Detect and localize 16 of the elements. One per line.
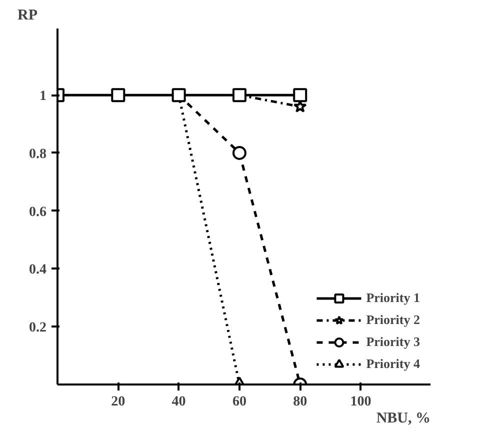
x-tick-label: 20 xyxy=(111,394,126,410)
legend-label: Priority 4 xyxy=(366,356,420,372)
y-axis-title: RP xyxy=(18,8,38,24)
x-axis-title: NBU, % xyxy=(376,410,430,426)
legend-label: Priority 1 xyxy=(366,290,420,306)
y-tick-label: 0.8 xyxy=(29,146,46,162)
x-tick-label: 60 xyxy=(232,394,246,410)
x-tick-label: 80 xyxy=(293,394,308,410)
legend-label: Priority 3 xyxy=(366,334,420,350)
x-tick-label: 100 xyxy=(350,394,372,410)
x-tick-label: 40 xyxy=(172,394,186,410)
y-tick-label: 0.2 xyxy=(29,320,46,336)
y-tick-label: 0.4 xyxy=(29,262,46,278)
y-tick-label: 0.6 xyxy=(29,204,46,220)
legend-label: Priority 2 xyxy=(366,312,420,328)
y-tick-label: 1 xyxy=(40,89,46,104)
